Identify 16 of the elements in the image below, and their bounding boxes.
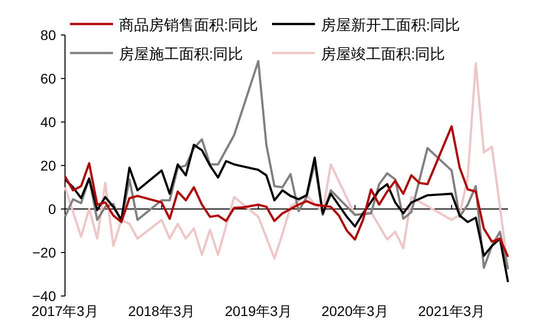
x-tick-label: 2019年3月: [224, 303, 292, 319]
legend-label: 房屋新开工面积:同比: [321, 17, 460, 34]
y-tick-label: 0: [48, 201, 56, 217]
y-tick-label: 20: [40, 158, 56, 174]
y-tick-label: 80: [40, 27, 56, 43]
y-tick-label: 40: [40, 114, 56, 130]
x-tick-label: 2021年3月: [418, 303, 486, 319]
legend-label: 商品房销售面积:同比: [119, 17, 258, 34]
legend-label: 房屋竣工面积:同比: [321, 46, 446, 63]
y-tick-label: −40: [32, 288, 56, 304]
legend-label: 房屋施工面积:同比: [119, 46, 244, 63]
y-tick-label: 60: [40, 70, 56, 86]
x-tick-label: 2018年3月: [128, 303, 196, 319]
x-tick-label: 2020年3月: [321, 303, 388, 319]
y-tick-label: −20: [32, 244, 56, 260]
x-tick-label: 2017年3月: [32, 303, 98, 319]
